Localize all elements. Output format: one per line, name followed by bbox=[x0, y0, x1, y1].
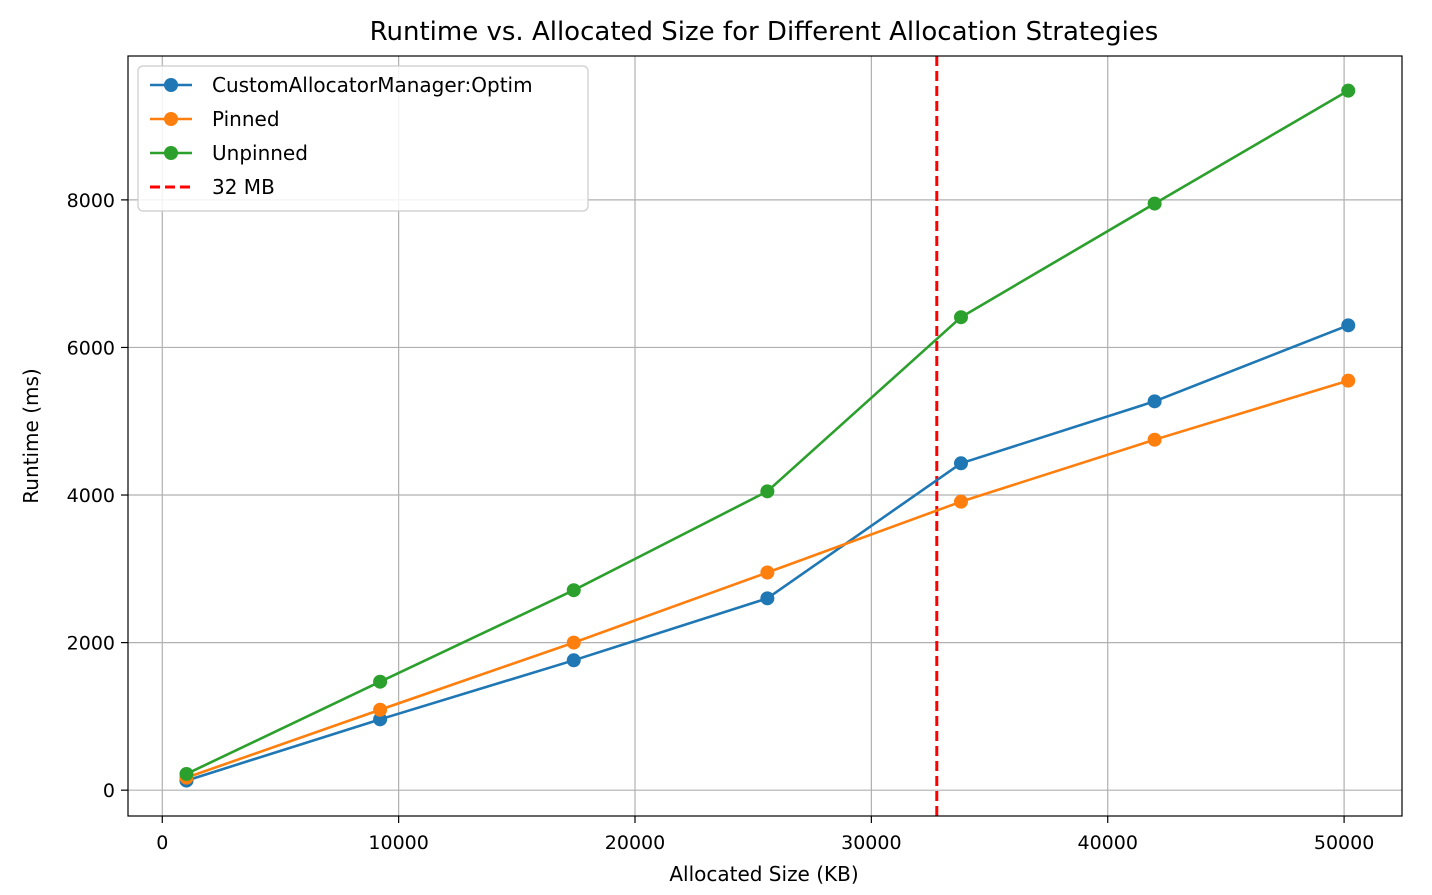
legend-marker-swatch bbox=[164, 146, 178, 160]
data-point bbox=[760, 565, 775, 580]
legend-entry: Unpinned bbox=[150, 141, 308, 165]
data-point bbox=[1341, 83, 1356, 98]
data-point bbox=[373, 702, 388, 717]
chart-title: Runtime vs. Allocated Size for Different… bbox=[370, 17, 1159, 47]
data-point bbox=[373, 712, 388, 727]
legend-entry: Pinned bbox=[150, 107, 280, 131]
legend-label: Unpinned bbox=[212, 141, 308, 165]
x-tick-label: 50000 bbox=[1314, 832, 1374, 854]
data-point bbox=[953, 494, 968, 509]
data-point bbox=[566, 635, 581, 650]
data-point bbox=[1341, 373, 1356, 388]
legend-entry: CustomAllocatorManager:Optim bbox=[150, 73, 533, 97]
data-point bbox=[1147, 394, 1162, 409]
data-point bbox=[179, 766, 194, 781]
data-point bbox=[953, 310, 968, 325]
data-point bbox=[760, 591, 775, 606]
y-axis-ticks: 0 2000 4000 6000 8000 bbox=[67, 190, 128, 802]
x-axis-label: Allocated Size (KB) bbox=[669, 862, 858, 886]
legend: CustomAllocatorManager:Optim Pinned Unpinn… bbox=[137, 65, 589, 212]
plot-frame bbox=[127, 55, 1403, 817]
y-tick-label: 8000 bbox=[67, 190, 115, 212]
x-tick-label: 30000 bbox=[841, 832, 901, 854]
y-tick-label: 6000 bbox=[67, 337, 115, 359]
x-tick-label: 10000 bbox=[368, 832, 428, 854]
data-point bbox=[953, 456, 968, 471]
legend-label: CustomAllocatorManager:Optim bbox=[212, 73, 533, 97]
data-point bbox=[760, 484, 775, 499]
x-tick-label: 0 bbox=[156, 832, 168, 854]
data-point bbox=[373, 674, 388, 689]
series-2 bbox=[179, 83, 1356, 781]
data-point bbox=[566, 653, 581, 668]
y-tick-label: 0 bbox=[103, 780, 115, 802]
legend-marker-swatch bbox=[164, 112, 178, 126]
legend-box bbox=[137, 65, 589, 212]
series-0 bbox=[179, 318, 1356, 788]
y-axis-label: Runtime (ms) bbox=[19, 368, 43, 503]
grid bbox=[128, 56, 1402, 816]
data-point bbox=[1341, 318, 1356, 333]
data-point bbox=[1147, 196, 1162, 211]
legend-marker-swatch bbox=[164, 78, 178, 92]
legend-entry: 32 MB bbox=[150, 175, 275, 199]
y-tick-label: 2000 bbox=[67, 633, 115, 655]
legend-label: Pinned bbox=[212, 107, 280, 131]
x-tick-label: 20000 bbox=[605, 832, 665, 854]
x-axis-ticks: 0 10000 20000 30000 40000 50000 bbox=[156, 816, 1374, 854]
series bbox=[179, 83, 1356, 788]
x-tick-label: 40000 bbox=[1078, 832, 1138, 854]
legend-label: 32 MB bbox=[212, 175, 275, 199]
data-point bbox=[566, 583, 581, 598]
y-tick-label: 4000 bbox=[67, 485, 115, 507]
data-point bbox=[1147, 432, 1162, 447]
series-1 bbox=[179, 373, 1356, 785]
